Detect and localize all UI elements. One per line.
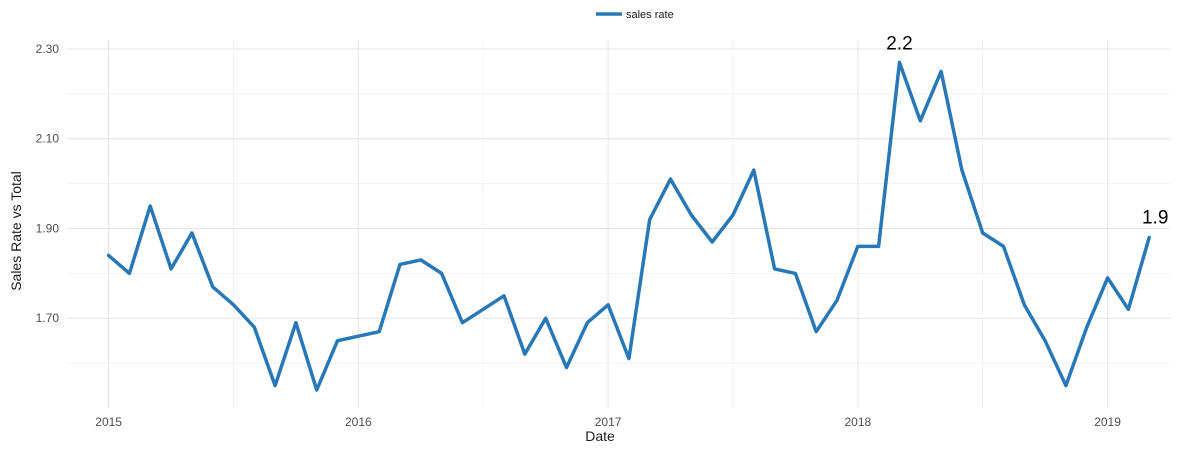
data-point [1023, 303, 1026, 306]
annotation-label: 2.2 [886, 33, 912, 54]
data-point [815, 330, 818, 333]
data-point [773, 267, 776, 271]
data-point [336, 339, 339, 342]
data-point [960, 168, 964, 172]
data-point [981, 231, 984, 235]
plot-area [106, 60, 1151, 392]
data-point [939, 70, 943, 73]
data-point [606, 303, 610, 306]
data-point [1064, 384, 1068, 387]
data-point [710, 240, 714, 244]
data-point [856, 245, 860, 248]
data-point [482, 308, 485, 311]
data-point [169, 267, 173, 271]
data-point [565, 366, 568, 369]
y-tick-label: 1.90 [36, 221, 60, 235]
data-point [731, 213, 735, 217]
data-point [377, 330, 381, 333]
data-point [502, 294, 506, 298]
y-tick-label: 1.70 [36, 311, 60, 325]
data-point [648, 218, 651, 221]
x-tick-label: 2015 [95, 415, 122, 429]
data-point [211, 285, 214, 289]
x-axis-title: Date [585, 428, 615, 444]
data-point [627, 357, 631, 360]
data-point [690, 213, 693, 217]
data-point [398, 263, 402, 266]
data-point [294, 321, 298, 324]
x-tick-label: 2016 [345, 415, 372, 429]
data-point [669, 177, 672, 181]
data-point [919, 119, 922, 122]
data-point [253, 326, 256, 329]
data-point [1106, 276, 1109, 280]
data-point [149, 204, 152, 208]
data-point [898, 61, 901, 64]
data-point [794, 272, 797, 275]
legend: sales rate [596, 9, 674, 21]
data-point [523, 352, 527, 356]
data-point [107, 254, 110, 257]
data-point [128, 272, 131, 275]
data-point [357, 334, 360, 338]
axis-ticks: 1.70 1.90 2.10 2.30 2015 2016 2017 2018 2019 [36, 42, 1122, 429]
y-tick-label: 2.30 [36, 42, 60, 56]
data-point [1085, 326, 1088, 329]
data-point [232, 303, 235, 306]
data-point [190, 231, 194, 235]
data-point [877, 245, 880, 248]
annotations: 2.2 1.9 [886, 33, 1168, 228]
data-point [273, 384, 277, 387]
data-point [419, 258, 422, 262]
x-tick-label: 2019 [1094, 415, 1121, 429]
data-point [440, 272, 443, 275]
data-point [586, 321, 589, 324]
annotation-label: 1.9 [1142, 207, 1168, 228]
data-point [544, 317, 547, 320]
data-point [752, 168, 755, 172]
data-point [315, 388, 318, 392]
data-point [1002, 245, 1005, 248]
y-axis-title: Sales Rate vs Total [8, 171, 24, 291]
legend-label-sales-rate: sales rate [626, 9, 674, 21]
data-point [1147, 236, 1151, 239]
data-point [1127, 308, 1130, 311]
data-point [1043, 339, 1047, 342]
data-point [835, 299, 839, 302]
y-tick-label: 2.10 [36, 132, 60, 146]
data-point [461, 321, 464, 324]
x-tick-label: 2018 [844, 415, 871, 429]
x-tick-label: 2017 [595, 415, 622, 429]
grid [67, 40, 1170, 408]
